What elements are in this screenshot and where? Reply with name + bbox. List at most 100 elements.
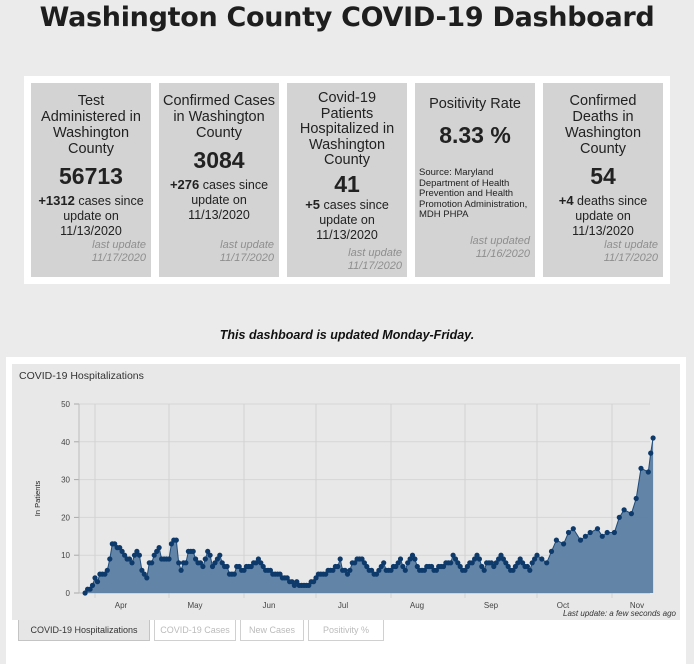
card-deaths: Confirmed Deaths in Washington County 54…: [543, 83, 663, 277]
data-point: [212, 560, 218, 566]
card-updated: last update 11/17/2020: [347, 247, 402, 272]
card-updated: last update 11/17/2020: [219, 239, 274, 264]
data-point: [156, 545, 162, 551]
card-delta: +276 cases since update on 11/13/2020: [159, 177, 279, 223]
delta-text: cases since update on 11/13/2020: [316, 197, 389, 242]
data-point: [306, 582, 312, 588]
data-point: [472, 556, 478, 562]
data-point: [481, 567, 487, 573]
delta-value: +276: [169, 177, 200, 192]
data-point: [464, 563, 470, 570]
tab-covid-19-cases[interactable]: COVID-19 Cases: [154, 620, 236, 641]
delta-value: +5: [305, 196, 321, 212]
data-point: [200, 563, 206, 570]
card-value: 54: [590, 163, 616, 189]
data-point: [599, 533, 605, 539]
data-point: [474, 552, 480, 558]
data-point: [139, 567, 145, 573]
last-update-text: Last update: a few seconds ago: [563, 609, 676, 618]
card-delta: +5 cases since update on 11/13/2020: [287, 197, 407, 243]
data-point: [469, 560, 475, 566]
card-delta: +4 deaths since update on 11/13/2020: [543, 193, 663, 239]
data-point: [450, 552, 456, 558]
data-point: [616, 514, 622, 520]
data-point: [433, 567, 439, 573]
data-point: [448, 560, 454, 566]
data-point: [82, 590, 88, 596]
data-point: [107, 556, 113, 562]
data-point: [452, 556, 459, 562]
data-point: [381, 560, 387, 566]
data-point: [144, 575, 150, 581]
data-point: [241, 567, 247, 573]
data-point: [611, 529, 618, 536]
data-point: [373, 571, 380, 577]
data-point: [402, 567, 408, 573]
data-point: [582, 533, 589, 539]
data-point: [553, 537, 560, 543]
tab-positivity[interactable]: Positivity %: [308, 620, 384, 641]
data-point: [577, 537, 584, 543]
data-point: [168, 541, 174, 547]
data-point: [561, 541, 567, 547]
data-point: [621, 507, 627, 513]
data-point: [207, 552, 213, 558]
data-point: [491, 563, 497, 570]
tab-new-cases[interactable]: New Cases: [240, 620, 304, 641]
data-point: [570, 526, 576, 532]
data-point: [457, 563, 463, 570]
card-positivity: Positivity Rate 8.33 % Source: Maryland …: [415, 83, 535, 277]
data-point: [347, 567, 353, 573]
data-point: [291, 582, 297, 588]
data-point: [176, 560, 182, 566]
card-title: Test Administered in Washington County: [41, 93, 141, 157]
data-point: [503, 560, 509, 566]
chart-area: COVID-19 Hospitalizations 0 10 20 30 40 50 Apr…: [12, 364, 680, 620]
data-point: [565, 529, 572, 536]
data-point: [412, 556, 418, 562]
x-tick-label: Jun: [263, 601, 276, 610]
card-hospitalized: Covid-19 Patients Hospitalized in Washin…: [287, 83, 407, 277]
card-tests: Test Administered in Washington County 5…: [31, 83, 151, 277]
y-tick-label: 40: [61, 438, 70, 447]
data-point: [344, 571, 351, 577]
data-point: [429, 563, 435, 570]
y-axis-title: In Patients: [33, 481, 42, 517]
data-point: [214, 556, 220, 562]
data-point: [405, 560, 411, 566]
tab-covid-19-hospitalizations[interactable]: COVID-19 Hospitalizations: [18, 620, 150, 641]
data-point: [628, 511, 635, 517]
data-point: [397, 556, 404, 562]
data-point: [284, 575, 290, 581]
card-updated: last update 11/17/2020: [603, 239, 658, 264]
card-updated: last update 11/17/2020: [91, 239, 146, 264]
data-point: [102, 571, 108, 577]
x-tick-label: Apr: [115, 601, 128, 610]
data-point: [369, 567, 375, 573]
data-point: [335, 563, 341, 570]
data-point: [330, 567, 336, 573]
data-point: [267, 567, 273, 573]
card-title: Confirmed Cases in Washington County: [163, 93, 276, 141]
data-point: [219, 560, 225, 566]
delta-value: +4: [558, 193, 574, 208]
data-point: [89, 582, 96, 588]
data-point: [260, 563, 266, 570]
x-tick-label: Oct: [557, 601, 570, 610]
data-point: [414, 563, 420, 570]
data-point: [149, 560, 155, 566]
data-point: [455, 560, 461, 566]
update-notice: This dashboard is updated Monday-Friday.: [219, 328, 475, 342]
data-point: [352, 560, 358, 566]
data-point: [539, 556, 545, 562]
data-point: [488, 560, 494, 566]
data-point: [178, 567, 184, 573]
card-title: Covid-19 Patients Hospitalized in Washin…: [299, 90, 395, 168]
data-point: [378, 563, 384, 570]
y-tick-label: 30: [61, 476, 70, 485]
data-point: [440, 563, 447, 570]
data-point: [209, 563, 216, 570]
data-point: [359, 556, 365, 562]
data-point: [277, 571, 283, 577]
y-tick-label: 0: [66, 589, 71, 598]
